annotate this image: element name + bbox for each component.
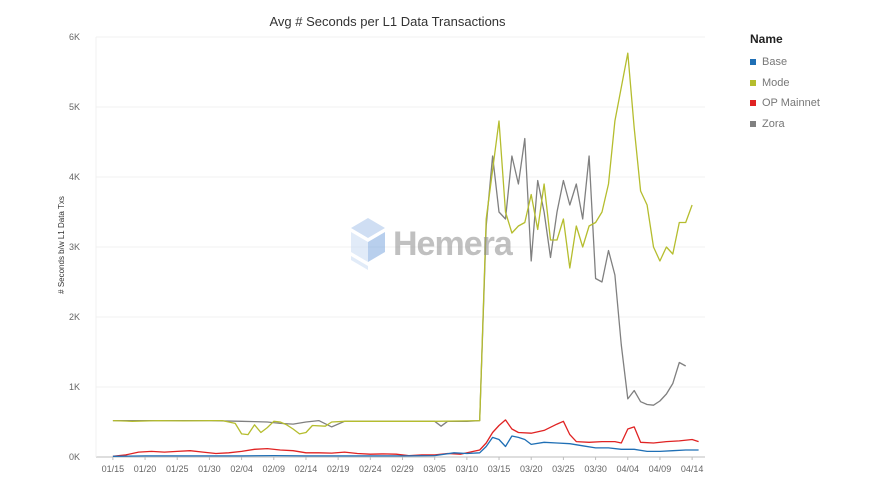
- y-tick-label: 6K: [69, 32, 80, 42]
- y-tick-label: 3K: [69, 242, 80, 252]
- series-line-op-mainnet: [112, 419, 699, 457]
- x-tick-label: 03/30: [584, 464, 607, 474]
- y-tick-label: 1K: [69, 382, 80, 392]
- y-axis-label: # Seconds b/w L1 Data Txs: [57, 196, 66, 294]
- axis-ticks: 0K 1K 2K 3K 4K 5K 6K 01/15 01/20 01/25 01/30 02/04 0…: [69, 32, 703, 474]
- legend-label: Mode: [762, 76, 790, 89]
- chart-title: Avg # Seconds per L1 Data Transactions: [269, 14, 506, 29]
- x-tick-label: 04/09: [649, 464, 672, 474]
- x-tick-label: 03/05: [423, 464, 446, 474]
- legend-label: OP Mainnet: [762, 97, 820, 110]
- x-tick-label: 04/04: [617, 464, 640, 474]
- x-tick-label: 01/30: [198, 464, 221, 474]
- x-tick-label: 02/29: [391, 464, 414, 474]
- x-tick-label: 03/10: [456, 464, 479, 474]
- legend-item-mode[interactable]: Mode: [750, 73, 820, 94]
- series-lines: [112, 52, 699, 457]
- series-line-mode: [112, 52, 693, 436]
- x-tick-label: 02/14: [295, 464, 318, 474]
- legend-title: Name: [750, 32, 783, 46]
- x-tick-label: 02/09: [263, 464, 286, 474]
- x-tick-label: 01/20: [134, 464, 157, 474]
- legend-swatch: [750, 59, 756, 66]
- x-tick-label: 03/25: [552, 464, 575, 474]
- grid-lines: [95, 36, 705, 458]
- hemera-logo-icon: [351, 218, 385, 270]
- legend: Name Base Mode OP Mainnet Zora: [750, 32, 820, 134]
- legend-items: Base Mode OP Mainnet Zora: [750, 52, 820, 134]
- x-tick-label: 02/04: [230, 464, 253, 474]
- legend-item-zora[interactable]: Zora: [750, 114, 820, 135]
- series-line-base: [112, 435, 699, 457]
- x-tick-label: 04/14: [681, 464, 704, 474]
- x-tick-label: 02/24: [359, 464, 382, 474]
- legend-item-base[interactable]: Base: [750, 52, 820, 73]
- y-tick-label: 4K: [69, 172, 80, 182]
- watermark-text: Hemera: [393, 224, 513, 263]
- y-tick-label: 5K: [69, 102, 80, 112]
- y-tick-label: 0K: [69, 452, 80, 462]
- x-tick-label: 03/15: [488, 464, 511, 474]
- x-tick-label: 01/15: [102, 464, 125, 474]
- legend-swatch: [750, 79, 756, 86]
- x-tick-label: 01/25: [166, 464, 189, 474]
- legend-label: Zora: [762, 117, 785, 130]
- watermark: Hemera: [351, 218, 513, 270]
- legend-item-op-mainnet[interactable]: OP Mainnet: [750, 93, 820, 114]
- legend-swatch: [750, 100, 756, 107]
- series-line-zora: [112, 137, 687, 428]
- x-tick-label: 02/19: [327, 464, 350, 474]
- x-tick-label: 03/20: [520, 464, 543, 474]
- legend-swatch: [750, 120, 756, 127]
- y-tick-label: 2K: [69, 312, 80, 322]
- legend-label: Base: [762, 56, 788, 69]
